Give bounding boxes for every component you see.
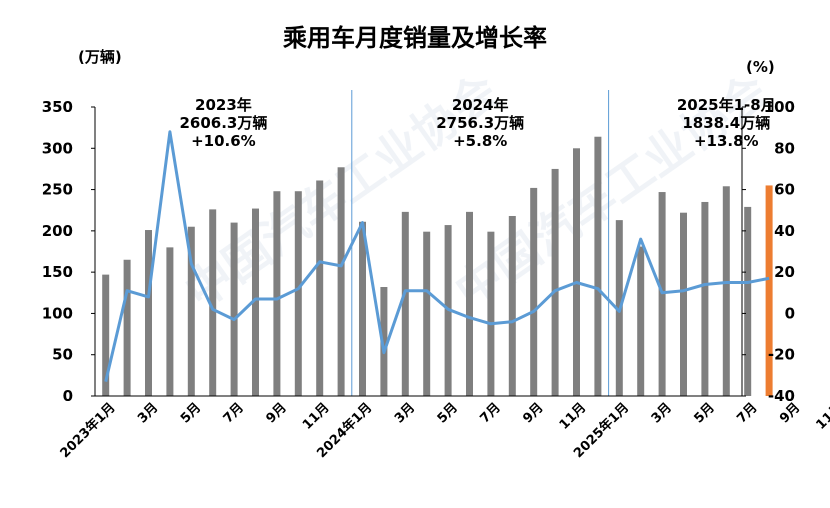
bar — [380, 287, 388, 396]
x-tick-label: 2023年1月 — [57, 400, 119, 462]
bar — [209, 209, 217, 396]
bar — [744, 206, 752, 396]
x-tick-label: 11月 — [814, 400, 830, 433]
annotation-3-line-2: 1838.4万辆 — [682, 114, 770, 132]
left-tick-label: 0 — [63, 387, 73, 405]
left-tick-label: 100 — [42, 304, 73, 322]
right-tick-label: 20 — [774, 263, 795, 281]
bar — [230, 222, 238, 396]
bar — [337, 167, 345, 396]
bar — [551, 168, 559, 396]
bar — [466, 211, 473, 396]
bar — [530, 187, 538, 396]
bar — [187, 226, 195, 396]
annotation-1-line-1: 2023年 — [195, 96, 252, 114]
right-tick-label: 80 — [774, 139, 795, 157]
left-tick-label: 200 — [42, 222, 73, 240]
bar — [722, 186, 730, 396]
bar — [573, 148, 580, 396]
bar — [273, 191, 281, 396]
right-axis-unit: (%) — [746, 58, 775, 76]
bar — [487, 231, 495, 396]
bar — [680, 212, 687, 396]
right-tick-label: 0 — [785, 304, 795, 322]
annotation-2-line-2: 2756.3万辆 — [436, 114, 524, 132]
bar — [594, 136, 602, 396]
annotation-1-line-2: 2606.3万辆 — [179, 114, 267, 132]
bar — [102, 274, 110, 396]
chart-title: 乘用车月度销量及增长率 — [282, 24, 547, 52]
line-series — [104, 130, 770, 382]
bar — [637, 246, 645, 396]
annotation-3-line-3: +13.8% — [694, 132, 759, 150]
bar — [252, 208, 259, 396]
right-axis-ticks: -40 -20 0 20 40 60 80 100 — [742, 98, 795, 405]
right-tick-label: -40 — [768, 387, 795, 405]
growth-line — [104, 130, 770, 382]
bar — [508, 215, 516, 396]
annotation-3-line-1: 2025年1-8月 — [677, 96, 776, 114]
right-tick-label: 100 — [764, 98, 795, 116]
x-tick-label: 11月 — [300, 400, 333, 433]
bar — [701, 201, 709, 396]
x-tick-label: 5月 — [435, 400, 461, 426]
left-tick-label: 250 — [42, 181, 73, 199]
bar-highlight — [765, 185, 773, 396]
x-tick-label: 11月 — [557, 400, 590, 433]
bar — [294, 191, 302, 396]
x-tick-label: 9月 — [264, 400, 290, 426]
bar — [359, 221, 366, 396]
x-tick-label: 3月 — [392, 400, 418, 426]
x-tick-label: 9月 — [520, 400, 546, 426]
right-tick-label: 40 — [774, 222, 795, 240]
left-axis-ticks: 0 50 100 150 200 250 300 350 — [42, 98, 95, 405]
left-tick-label: 150 — [42, 263, 73, 281]
x-tick-label: 3月 — [649, 400, 675, 426]
bar — [123, 259, 131, 396]
bar — [145, 230, 152, 396]
annotation-2-line-3: +5.8% — [453, 132, 507, 150]
x-tick-label: 3月 — [135, 400, 161, 426]
bar — [423, 231, 431, 396]
x-tick-label: 7月 — [478, 400, 504, 426]
annotation-2-line-1: 2024年 — [452, 96, 509, 114]
right-tick-label: -20 — [768, 346, 795, 364]
bar — [166, 247, 174, 396]
axes — [94, 107, 743, 397]
x-tick-label: 7月 — [221, 400, 247, 426]
bar — [401, 211, 409, 396]
left-tick-label: 50 — [52, 346, 73, 364]
left-axis-unit: (万辆) — [78, 48, 122, 66]
annotation-1-line-3: +10.6% — [191, 132, 256, 150]
x-tick-label: 5月 — [692, 400, 718, 426]
right-tick-label: 60 — [774, 181, 795, 199]
x-tick-label: 5月 — [178, 400, 204, 426]
left-tick-label: 350 — [42, 98, 73, 116]
x-tick-label: 7月 — [734, 400, 760, 426]
left-tick-label: 300 — [42, 139, 73, 157]
bar — [316, 180, 324, 396]
